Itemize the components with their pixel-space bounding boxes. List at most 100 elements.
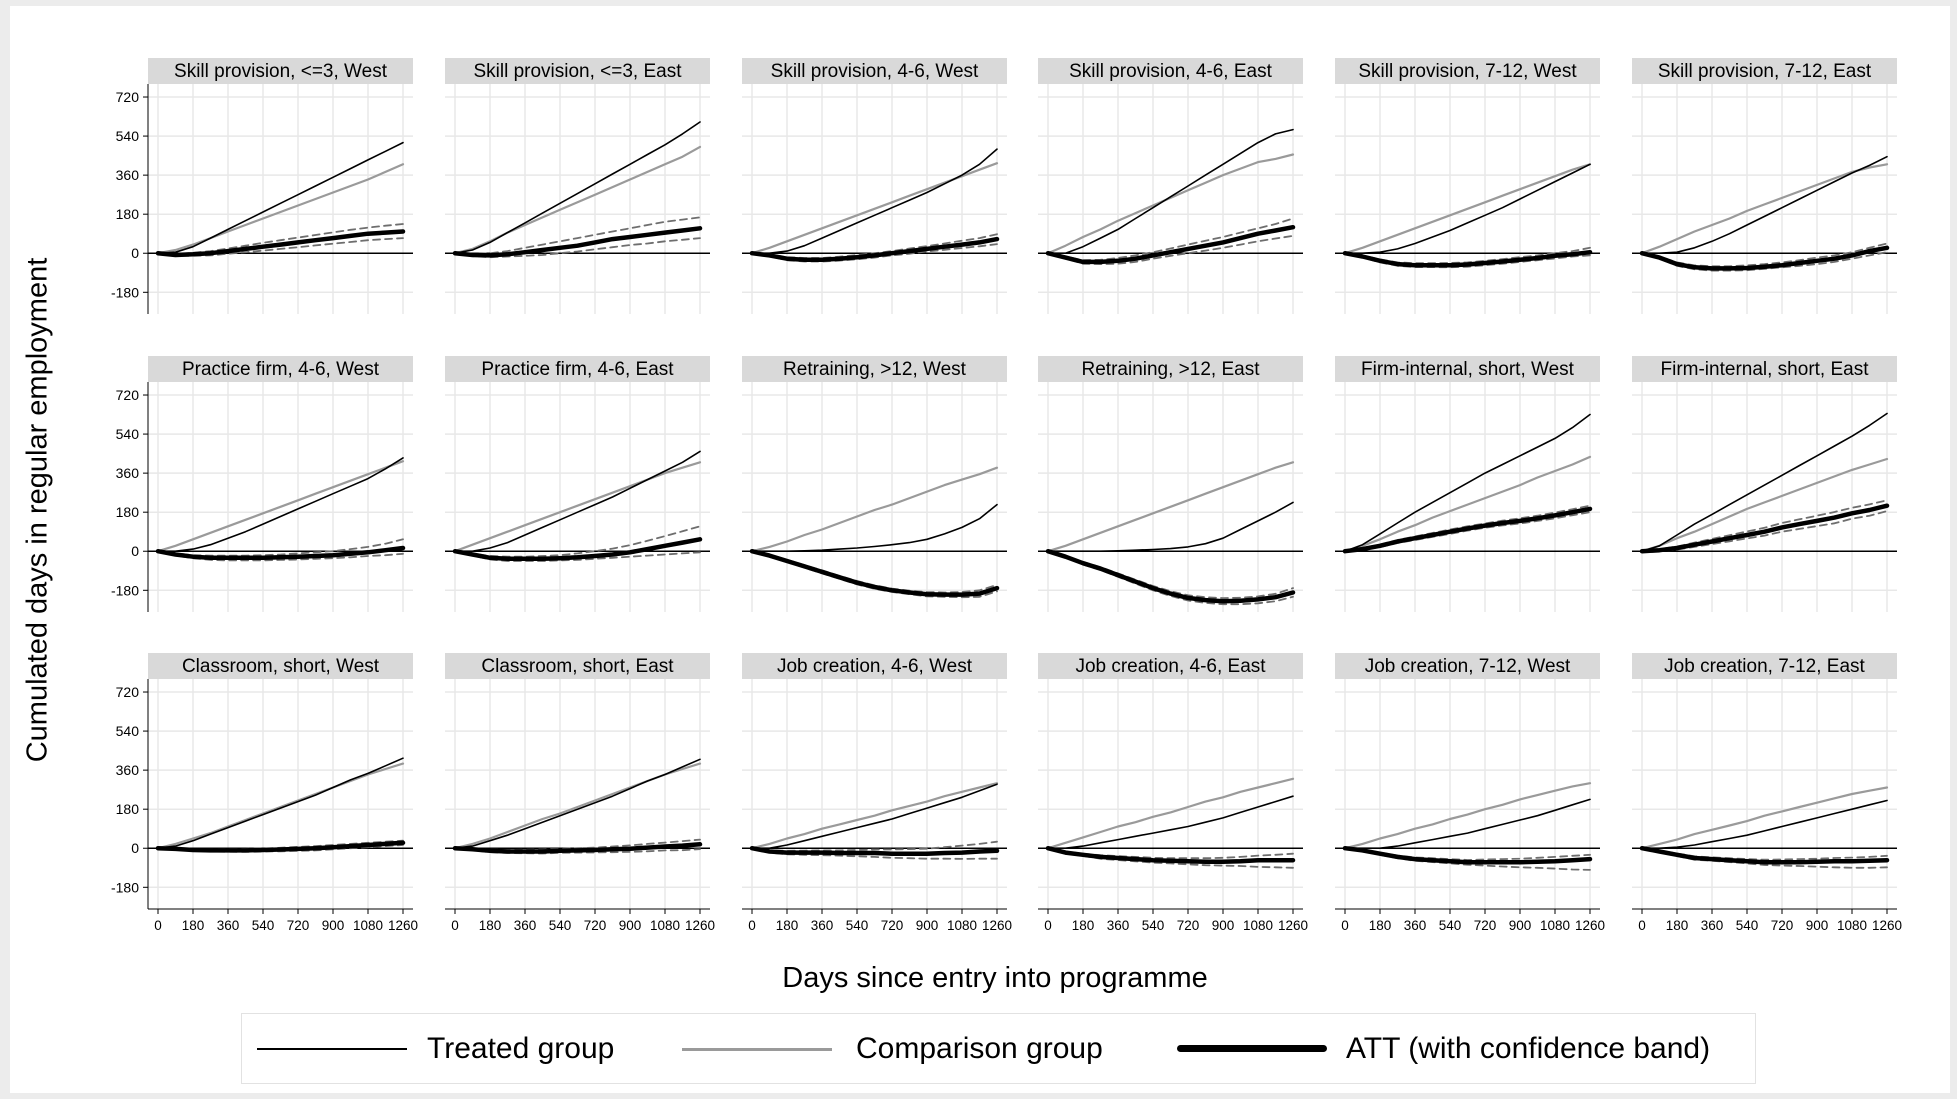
comparison-line [156, 163, 405, 255]
plot-area [148, 84, 413, 314]
att-line [452, 842, 703, 854]
panel-title: Skill provision, <=3, East [473, 61, 682, 82]
treated-line [1641, 155, 1888, 254]
panel-4: Skill provision, 4-6, East [1038, 58, 1303, 314]
x-tick-label: 1080 [1837, 918, 1867, 933]
x-tick-label: 1260 [1278, 918, 1308, 933]
x-tick-label: 540 [1439, 918, 1462, 933]
panel-18: Job creation, 7-12, East 0 180 360 540 720 900… [1632, 653, 1902, 933]
att-line [1639, 245, 1890, 271]
plot-area [1335, 679, 1600, 909]
plot-area [742, 679, 1007, 909]
panel-title-strip [1038, 58, 1303, 84]
comparison-line [156, 460, 405, 553]
x-tick-label: 900 [322, 918, 345, 933]
treated-line [751, 503, 998, 553]
panel-5: Skill provision, 7-12, West [1335, 58, 1600, 314]
att-line [1045, 845, 1296, 864]
x-tick-label: 540 [1142, 918, 1165, 933]
y-tick-label: 0 [131, 840, 139, 856]
x-tick-label: 720 [287, 918, 310, 933]
x-tick-label: 1260 [388, 918, 418, 933]
panel-title: Retraining, >12, East [1082, 359, 1261, 380]
panel-title: Classroom, short, East [481, 656, 674, 677]
treated-line [751, 148, 998, 254]
y-axis-label: Cumulated days in regular employment [21, 257, 54, 763]
panel-title: Practice firm, 4-6, West [182, 359, 380, 380]
panel-title-strip [1038, 653, 1303, 679]
y-tick-label: -180 [111, 284, 139, 300]
att-line [452, 537, 703, 562]
treated-line [454, 758, 701, 850]
treated-line [1344, 413, 1591, 553]
x-tick-label: 180 [182, 918, 205, 933]
x-tick-label: 0 [748, 918, 756, 933]
plot-area [445, 382, 710, 612]
treated-line [157, 141, 404, 254]
plot-area [742, 382, 1007, 612]
plot-area [148, 382, 413, 612]
y-tick-label: 360 [116, 167, 140, 183]
x-tick-label: 1080 [650, 918, 680, 933]
comparison-line [1343, 455, 1592, 553]
y-tick-label: 540 [116, 723, 140, 739]
x-tick-label: 360 [1701, 918, 1724, 933]
y-tick-label: 540 [116, 128, 140, 144]
plot-area [445, 84, 710, 314]
panel-14: Classroom, short, East 0 180 360 540 720 900 10… [445, 653, 715, 933]
x-tick-label: 180 [1369, 918, 1392, 933]
x-tick-label: 540 [1736, 918, 1759, 933]
x-tick-label: 0 [1044, 918, 1052, 933]
x-tick-label: 900 [1806, 918, 1829, 933]
y-tick-label: 540 [116, 426, 140, 442]
x-tick-label: 180 [1666, 918, 1689, 933]
panel-title: Job creation, 4-6, East [1075, 656, 1266, 677]
plot-area [742, 84, 1007, 314]
treated-line [751, 783, 998, 850]
x-tick-label: 720 [881, 918, 904, 933]
comparison-line [1640, 163, 1889, 255]
x-tick-label: 540 [846, 918, 869, 933]
legend-label-att: ATT (with confidence band) [1346, 1032, 1711, 1065]
att-line [1045, 548, 1296, 604]
panel-title-strip [445, 356, 710, 382]
x-tick-label: 360 [217, 918, 240, 933]
panel-title: Skill provision, 4-6, West [771, 61, 979, 82]
panel-title: Classroom, short, West [182, 656, 380, 677]
panel-title: Job creation, 4-6, West [777, 656, 973, 677]
x-tick-label: 0 [451, 918, 459, 933]
y-tick-label: 720 [116, 387, 140, 403]
panel-6: Skill provision, 7-12, East [1632, 58, 1897, 314]
legend-label-comparison: Comparison group [856, 1032, 1103, 1065]
panel-title-strip [742, 58, 1007, 84]
comparison-line [453, 461, 702, 553]
att-line [1342, 506, 1593, 554]
comparison-line [1046, 153, 1295, 255]
x-tick-label: 900 [916, 918, 939, 933]
panel-title-strip [148, 58, 413, 84]
legend-swatch-comparison [682, 1048, 832, 1051]
treated-line [1641, 799, 1888, 850]
panel-title: Skill provision, 7-12, West [1358, 61, 1577, 82]
panel-title-strip [1632, 653, 1897, 679]
panel-title: Skill provision, 7-12, East [1658, 61, 1872, 82]
plot-area [1632, 84, 1897, 314]
att-line [452, 226, 703, 258]
legend-swatch-treated [257, 1048, 407, 1050]
treated-line [454, 450, 701, 553]
comparison-line [1046, 777, 1295, 850]
panel-title: Skill provision, <=3, West [174, 61, 388, 82]
att-line [1639, 503, 1890, 554]
panel-13: Classroom, short, West 720 540 360 180 0 -180 0… [111, 653, 418, 933]
x-tick-label: 1260 [1575, 918, 1605, 933]
att-line [749, 236, 1000, 263]
plot-area [1632, 382, 1897, 612]
panel-title-strip [445, 653, 710, 679]
legend: Treated group Comparison group ATT (with… [241, 1013, 1756, 1084]
x-tick-label: 540 [252, 918, 275, 933]
x-tick-label: 1080 [947, 918, 977, 933]
panel-3: Skill provision, 4-6, West [742, 58, 1007, 314]
panel-11: Firm-internal, short, West [1335, 356, 1600, 612]
legend-label-treated: Treated group [427, 1032, 615, 1065]
plot-area [1335, 382, 1600, 612]
